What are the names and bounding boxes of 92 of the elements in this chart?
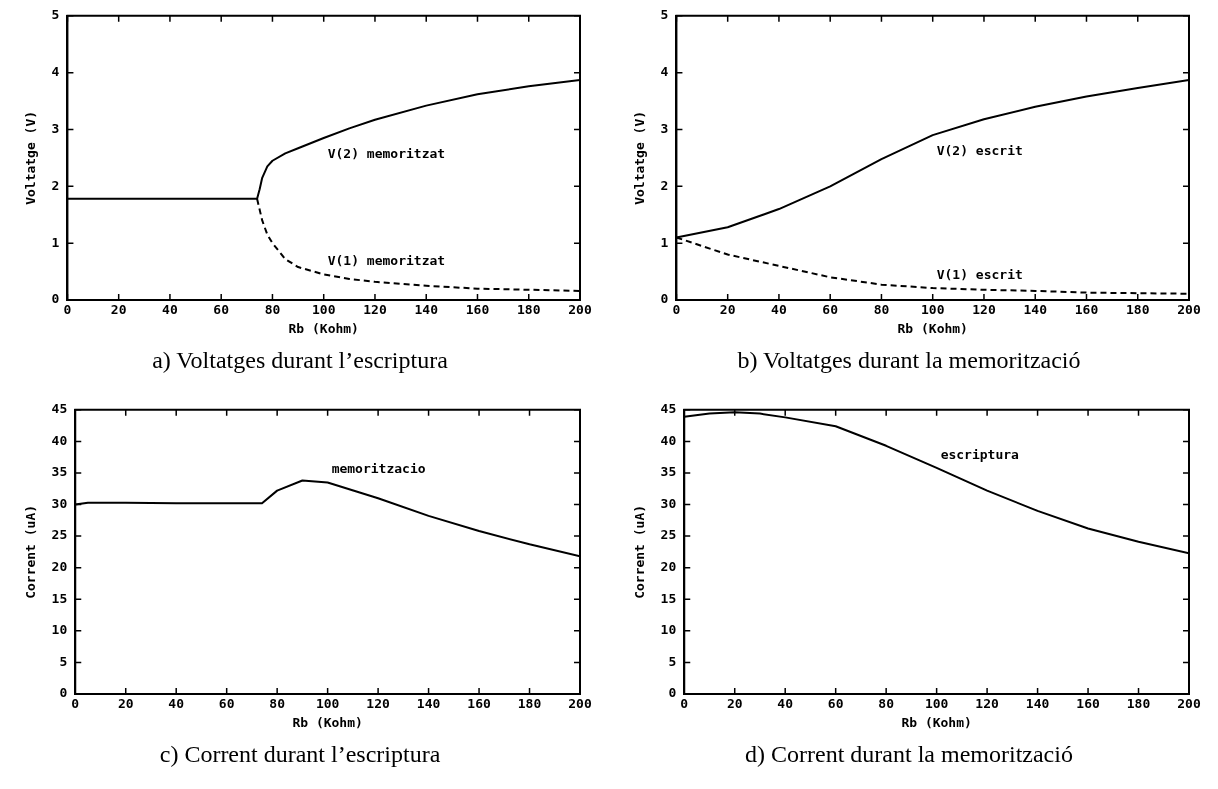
y-axis-title: Corrent (uA) xyxy=(23,504,39,599)
y-tick-label: 1 xyxy=(660,234,669,250)
y-axis-title: Voltatge (V) xyxy=(632,110,648,205)
x-tick-label: 200 xyxy=(568,302,592,318)
y-tick-label: 20 xyxy=(660,559,677,575)
x-tick-label: 0 xyxy=(71,696,80,712)
x-axis-title: Rb (Kohm) xyxy=(901,714,972,730)
x-tick-label: 60 xyxy=(213,302,230,318)
x-tick-label: 60 xyxy=(827,696,844,712)
y-tick-label: 15 xyxy=(51,590,68,606)
series-label: V(2) memoritzat xyxy=(327,145,446,161)
y-tick-label: 35 xyxy=(660,464,677,480)
y-tick-label: 40 xyxy=(51,432,68,448)
x-tick-label: 200 xyxy=(1177,302,1201,318)
y-tick-label: 15 xyxy=(660,590,677,606)
x-tick-label: 160 xyxy=(467,696,491,712)
x-axis-title: Rb (Kohm) xyxy=(292,714,363,730)
y-tick-label: 40 xyxy=(660,432,677,448)
y-tick-label: 0 xyxy=(668,685,677,701)
x-tick-label: 100 xyxy=(315,696,340,712)
x-tick-label: 40 xyxy=(162,302,178,318)
y-tick-label: 1 xyxy=(51,234,60,250)
y-tick-label: 35 xyxy=(51,464,68,480)
x-tick-label: 80 xyxy=(878,696,895,712)
y-tick-label: 10 xyxy=(51,622,68,638)
x-tick-label: 40 xyxy=(777,696,794,712)
x-tick-label: 120 xyxy=(972,302,996,318)
y-tick-label: 25 xyxy=(51,527,68,543)
series-label: escriptura xyxy=(940,446,1020,462)
text: b) Voltatges durant la memorització xyxy=(737,346,1081,373)
y-tick-label: 10 xyxy=(660,622,677,638)
x-tick-label: 40 xyxy=(168,696,185,712)
y-tick-label: 45 xyxy=(660,401,677,417)
x-tick-label: 20 xyxy=(719,302,736,318)
x-axis-title: Rb (Kohm) xyxy=(288,320,359,336)
x-tick-label: 80 xyxy=(269,696,286,712)
x-tick-label: 180 xyxy=(517,696,542,712)
x-tick-label: 20 xyxy=(117,696,134,712)
x-axis-title: Rb (Kohm) xyxy=(897,320,968,336)
x-tick-label: 40 xyxy=(771,302,787,318)
y-tick-label: 5 xyxy=(59,653,68,669)
x-tick-label: 180 xyxy=(517,302,541,318)
x-tick-label: 140 xyxy=(414,302,439,318)
y-tick-label: 5 xyxy=(660,7,669,23)
x-tick-label: 160 xyxy=(465,302,490,318)
y-tick-label: 5 xyxy=(668,653,677,669)
x-tick-label: 80 xyxy=(873,302,890,318)
x-tick-label: 20 xyxy=(110,302,127,318)
x-tick-label: 180 xyxy=(1126,696,1151,712)
x-tick-label: 140 xyxy=(416,696,441,712)
x-tick-label: 200 xyxy=(1177,696,1201,712)
y-tick-label: 0 xyxy=(51,291,60,307)
text: d) Corrent durant la memorització xyxy=(745,740,1073,767)
text: a) Voltatges durant l’escriptura xyxy=(152,346,449,373)
y-tick-label: 20 xyxy=(51,559,68,575)
x-tick-label: 200 xyxy=(568,696,592,712)
y-tick-label: 30 xyxy=(51,495,68,511)
y-axis-title: Voltatge (V) xyxy=(23,110,39,205)
x-tick-label: 100 xyxy=(311,302,336,318)
y-tick-label: 45 xyxy=(51,401,68,417)
y-axis-title: Corrent (uA) xyxy=(632,504,648,599)
series-label: V(2) escrit xyxy=(936,143,1023,159)
x-tick-label: 120 xyxy=(975,696,1000,712)
x-tick-label: 60 xyxy=(822,302,839,318)
y-tick-label: 2 xyxy=(660,177,669,193)
y-tick-label: 5 xyxy=(51,7,60,23)
x-tick-label: 160 xyxy=(1076,696,1100,712)
text: c) Corrent durant l’escriptura xyxy=(159,740,441,767)
y-tick-label: 25 xyxy=(660,527,677,543)
y-tick-label: 4 xyxy=(660,64,669,80)
x-tick-label: 140 xyxy=(1025,696,1050,712)
series-label: memoritzacio xyxy=(331,461,426,477)
y-tick-label: 0 xyxy=(59,685,68,701)
x-tick-label: 120 xyxy=(366,696,391,712)
x-tick-label: 120 xyxy=(363,302,387,318)
y-tick-label: 2 xyxy=(51,177,60,193)
y-tick-label: 0 xyxy=(660,291,669,307)
series-label: V(1) memoritzat xyxy=(327,253,446,269)
y-tick-label: 4 xyxy=(51,64,60,80)
x-tick-label: 100 xyxy=(924,696,949,712)
x-tick-label: 20 xyxy=(726,696,743,712)
y-tick-label: 30 xyxy=(660,495,677,511)
x-tick-label: 160 xyxy=(1074,302,1099,318)
x-tick-label: 0 xyxy=(680,696,689,712)
x-tick-label: 100 xyxy=(920,302,945,318)
x-tick-label: 60 xyxy=(218,696,235,712)
x-tick-label: 180 xyxy=(1126,302,1150,318)
series-label: V(1) escrit xyxy=(936,266,1023,282)
x-tick-label: 140 xyxy=(1023,302,1048,318)
y-tick-label: 3 xyxy=(51,120,60,136)
y-tick-label: 3 xyxy=(660,120,669,136)
x-tick-label: 80 xyxy=(264,302,281,318)
